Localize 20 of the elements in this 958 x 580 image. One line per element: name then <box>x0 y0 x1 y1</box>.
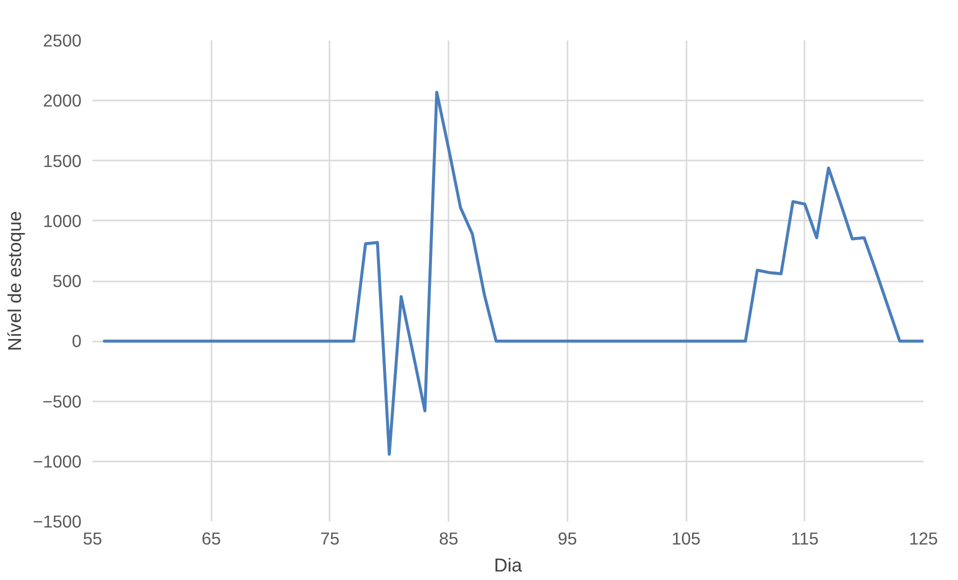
x-tick-label: 125 <box>909 528 938 548</box>
line-series <box>102 90 924 456</box>
y-tick-label: −1000 <box>32 451 82 472</box>
y-axis-title: Nível de estoque <box>4 210 25 352</box>
y-tick-label: −500 <box>42 391 82 412</box>
y-tick-label: 1000 <box>42 210 82 231</box>
x-tick-label: 115 <box>790 528 819 548</box>
x-tick-label: 55 <box>82 528 102 548</box>
y-tick-label: 1500 <box>42 150 82 171</box>
y-tick-label: 2500 <box>42 30 82 50</box>
x-tick-label: 85 <box>439 528 458 548</box>
y-tick-label: −1500 <box>32 512 82 532</box>
x-tick-label: 95 <box>558 528 577 548</box>
y-tick-label: 500 <box>52 271 82 291</box>
x-tick-label: 105 <box>672 528 701 548</box>
x-tick-label: 75 <box>320 528 340 548</box>
x-axis-title: Dia <box>494 554 523 576</box>
y-tick-label: 0 <box>72 331 82 352</box>
y-tick-label: 2000 <box>42 90 82 111</box>
x-tick-label: 65 <box>202 528 221 548</box>
